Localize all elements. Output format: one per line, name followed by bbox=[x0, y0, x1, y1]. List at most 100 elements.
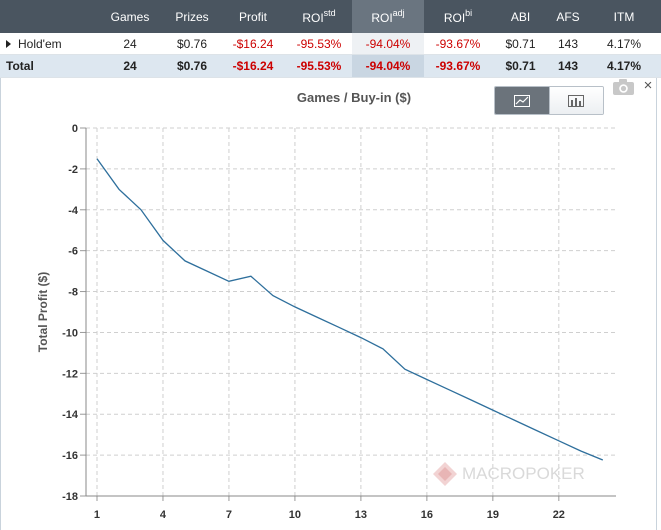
column-header-label: Profit bbox=[238, 9, 267, 24]
cell-prizes: $0.76 bbox=[164, 33, 220, 55]
cell-abi: $0.71 bbox=[492, 33, 549, 55]
column-header-label: ROI bbox=[302, 10, 324, 25]
cell-value: 143 bbox=[557, 36, 579, 51]
cell-abi: $0.71 bbox=[492, 54, 549, 78]
cell-profit: -$16.24 bbox=[220, 33, 286, 55]
cell-value: 143 bbox=[557, 59, 579, 73]
screenshot-button[interactable] bbox=[612, 78, 636, 96]
column-header-roi-std[interactable]: ROIstd bbox=[286, 0, 352, 33]
diamond-logo-icon bbox=[433, 462, 457, 486]
x-tick-label: 1 bbox=[94, 509, 100, 521]
cell-value: 4.17% bbox=[606, 36, 642, 51]
cell-roi-std: -95.53% bbox=[286, 54, 352, 78]
cell-name: Hold'em bbox=[0, 33, 96, 55]
cell-roi-adj: -94.04% bbox=[352, 33, 424, 55]
close-button[interactable]: × bbox=[643, 77, 653, 94]
cell-value: $0.76 bbox=[176, 36, 208, 51]
x-tick-label: 16 bbox=[421, 509, 433, 521]
total-row: Total 24 $0.76 -$16.24 -95.53% -94.04% -93.67%… bbox=[0, 54, 661, 78]
cell-value: -95.53% bbox=[296, 59, 342, 73]
column-header-afs[interactable]: AFS bbox=[549, 0, 587, 33]
column-header-label: AFS bbox=[556, 9, 580, 24]
column-header-games[interactable]: Games bbox=[96, 0, 164, 33]
column-header-label: Games bbox=[110, 9, 150, 24]
y-tick-label: -6 bbox=[68, 246, 78, 258]
cell-roi-bi: -93.67% bbox=[424, 54, 492, 78]
x-tick-label: 22 bbox=[553, 509, 565, 521]
y-tick-label: -4 bbox=[68, 205, 79, 217]
cell-afs: 143 bbox=[549, 54, 587, 78]
column-header-abi[interactable]: ABI bbox=[492, 0, 549, 33]
panel-border bbox=[656, 78, 657, 530]
cell-value: 24 bbox=[123, 59, 137, 73]
cell-profit: -$16.24 bbox=[220, 54, 286, 78]
y-tick-label: -2 bbox=[68, 164, 78, 176]
cell-games: 24 bbox=[96, 54, 164, 78]
cell-value: -95.53% bbox=[296, 36, 342, 51]
cell-value: $0.76 bbox=[176, 59, 208, 73]
cell-name: Total bbox=[0, 54, 96, 78]
cell-roi-adj: -94.04% bbox=[352, 54, 424, 78]
watermark: MACROPOKER bbox=[432, 460, 602, 488]
cell-value: -94.04% bbox=[365, 59, 411, 73]
cell-value: Total bbox=[6, 59, 34, 73]
camera-icon bbox=[613, 79, 634, 95]
series-line bbox=[96, 158, 604, 461]
cell-value: 4.17% bbox=[606, 59, 642, 73]
cell-itm: 4.17% bbox=[587, 54, 661, 78]
x-tick-label: 7 bbox=[226, 509, 232, 521]
y-tick-label: -12 bbox=[62, 368, 78, 380]
line-chart-icon bbox=[513, 94, 530, 107]
cell-value: $0.71 bbox=[505, 59, 536, 73]
cell-value: -94.04% bbox=[365, 36, 411, 51]
cell-roi-std: -95.53% bbox=[286, 33, 352, 55]
bar-view-button[interactable] bbox=[548, 87, 603, 114]
cell-value: -93.67% bbox=[435, 36, 481, 51]
x-tick-label: 13 bbox=[355, 509, 367, 521]
cell-games: 24 bbox=[96, 33, 164, 55]
panel-border bbox=[0, 78, 1, 530]
line-view-button[interactable] bbox=[495, 87, 549, 114]
cell-afs: 143 bbox=[549, 33, 587, 55]
chart-title: Games / Buy-in ($) bbox=[297, 90, 411, 105]
watermark-text: MACROPOKER bbox=[462, 464, 585, 483]
x-tick-label: 19 bbox=[487, 509, 499, 521]
cell-itm: 4.17% bbox=[587, 33, 661, 55]
column-header-label: ROI bbox=[443, 10, 466, 25]
expand-arrow-icon[interactable] bbox=[6, 40, 11, 49]
cell-prizes: $0.76 bbox=[164, 54, 220, 78]
bar-chart-icon bbox=[568, 94, 585, 107]
y-tick-label: -10 bbox=[62, 327, 78, 339]
stats-header-row: Games Prizes Profit ROIstd ROIadj ROIbi ABI AFS… bbox=[0, 0, 661, 33]
cell-value: -$16.24 bbox=[232, 59, 274, 73]
cell-value: Hold'em bbox=[18, 36, 62, 51]
column-header-profit[interactable]: Profit bbox=[220, 0, 286, 33]
x-tick-label: 10 bbox=[289, 509, 301, 521]
stats-table: Games Prizes Profit ROIstd ROIadj ROIbi ABI AFS… bbox=[0, 0, 661, 78]
cell-value: $0.71 bbox=[505, 36, 536, 51]
cell-roi-bi: -93.67% bbox=[424, 33, 492, 55]
column-header-label: Prizes bbox=[175, 9, 209, 24]
column-header-prizes[interactable]: Prizes bbox=[164, 0, 220, 33]
chart-view-toggle bbox=[494, 86, 604, 115]
column-header-sup: adj bbox=[392, 7, 405, 18]
column-header-sup: std bbox=[323, 7, 336, 18]
cell-value: -$16.24 bbox=[232, 36, 274, 51]
x-tick-label: 4 bbox=[160, 509, 167, 521]
column-header-name bbox=[0, 0, 96, 33]
column-header-label: ITM bbox=[613, 9, 635, 24]
column-header-roi-adj[interactable]: ROIadj bbox=[352, 0, 424, 33]
table-row[interactable]: Hold'em 24 $0.76 -$16.24 -95.53% -94.04% -93.6… bbox=[0, 33, 661, 55]
column-header-roi-bi[interactable]: ROIbi bbox=[424, 0, 492, 33]
y-tick-label: -14 bbox=[62, 409, 79, 421]
column-header-label: ABI bbox=[510, 9, 531, 24]
y-tick-label: -8 bbox=[68, 287, 78, 299]
y-tick-label: -16 bbox=[62, 450, 78, 462]
y-axis-label: Total Profit ($) bbox=[36, 272, 50, 352]
cell-value: -93.67% bbox=[435, 59, 481, 73]
cell-value: 24 bbox=[123, 36, 137, 51]
y-tick-label: 0 bbox=[72, 123, 78, 135]
column-header-itm[interactable]: ITM bbox=[587, 0, 661, 33]
y-tick-label: -18 bbox=[62, 491, 78, 503]
